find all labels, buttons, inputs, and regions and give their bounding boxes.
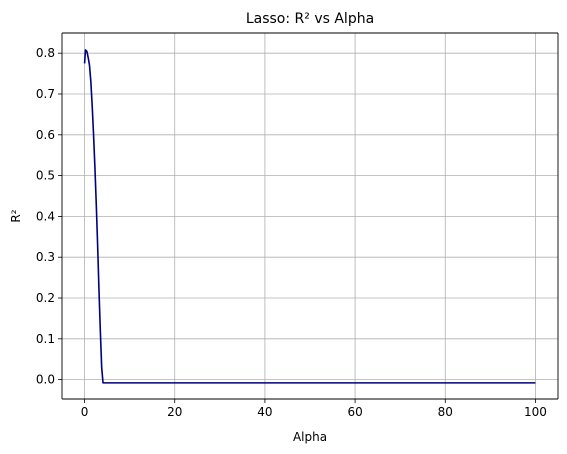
y-tick-label: 0.0 (36, 373, 55, 387)
x-tick-label: 100 (524, 405, 547, 419)
x-tick-label: 80 (438, 405, 453, 419)
x-ticks: 0 20 40 60 80 100 (81, 399, 547, 419)
x-tick-label: 0 (81, 405, 89, 419)
y-tick-label: 0.5 (36, 169, 55, 183)
y-tick-label: 0.8 (36, 46, 55, 60)
y-ticks: 0.0 0.1 0.2 0.3 0.4 0.5 0.6 0.7 0.8 (36, 46, 62, 387)
x-tick-label: 60 (347, 405, 362, 419)
y-tick-label: 0.1 (36, 332, 55, 346)
x-tick-label: 40 (257, 405, 272, 419)
y-axis-label: R² (9, 209, 23, 222)
y-tick-label: 0.4 (36, 209, 55, 223)
y-tick-label: 0.7 (36, 87, 55, 101)
y-tick-label: 0.3 (36, 250, 55, 264)
y-tick-label: 0.2 (36, 291, 55, 305)
x-axis-label: Alpha (293, 430, 327, 444)
series-layer (83, 49, 536, 384)
series-line (83, 49, 536, 384)
y-tick-label: 0.6 (36, 128, 55, 142)
chart-title: Lasso: R² vs Alpha (246, 11, 374, 27)
x-tick-label: 20 (167, 405, 182, 419)
grid (62, 33, 558, 399)
plot-area (62, 33, 558, 399)
